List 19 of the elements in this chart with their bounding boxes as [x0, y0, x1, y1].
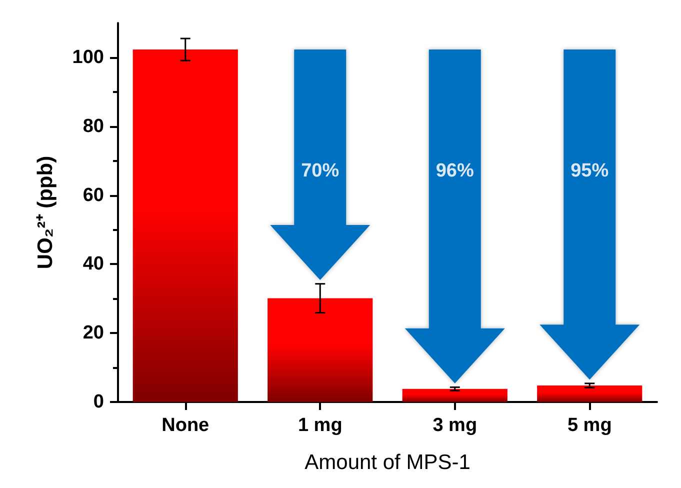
- annotation: 70%: [301, 160, 340, 182]
- y-axis-title: UO₂²⁺ (ppb): [34, 156, 57, 270]
- x-axis-title: Amount of MPS-1: [304, 451, 470, 474]
- y-tick-label: 20: [82, 322, 104, 344]
- bar: [268, 298, 373, 402]
- y-tick-label: 80: [82, 116, 104, 137]
- x-tick-label: 5 mg: [567, 415, 612, 436]
- bar: [132, 50, 238, 402]
- y-tick-label: 0: [93, 392, 104, 412]
- y-tick-label: 60: [82, 184, 104, 206]
- x-tick-label: 1 mg: [298, 415, 342, 436]
- annotation: 96%: [436, 160, 474, 182]
- x-tick-label: None: [162, 415, 210, 436]
- annotation: 95%: [570, 160, 609, 182]
- y-tick-label: 100: [72, 46, 104, 68]
- y-tick-label: 40: [82, 254, 104, 275]
- x-tick-label: 3 mg: [432, 415, 478, 436]
- bar: [402, 388, 508, 402]
- bar: [537, 385, 642, 402]
